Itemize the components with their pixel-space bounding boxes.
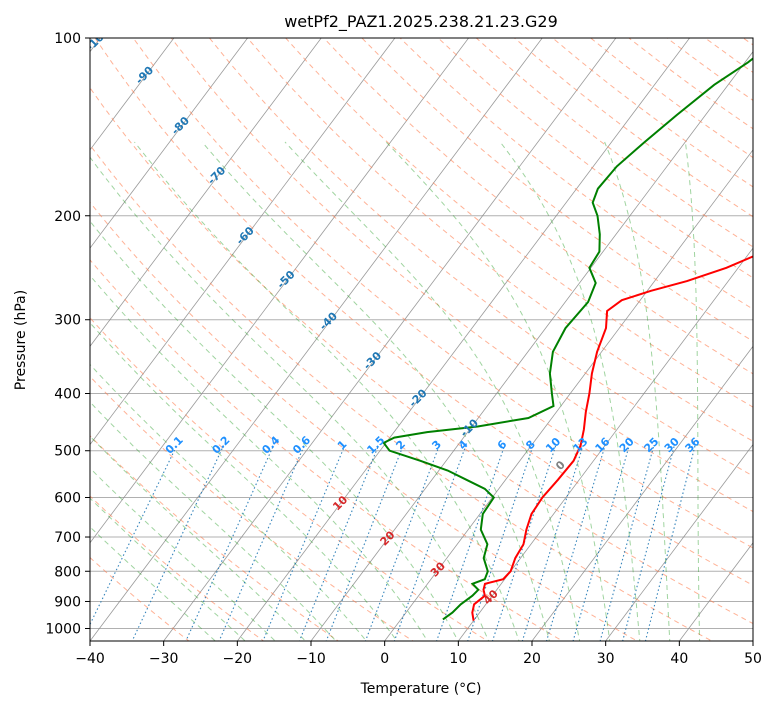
y-axis-title: Pressure (hPa) [13, 290, 29, 390]
mixing-ratio-line [545, 445, 606, 641]
isotherm-line [90, 38, 322, 348]
moist-adiabat-line [684, 141, 701, 641]
mixing-ratio-line [491, 445, 557, 641]
y-tick-label: 300 [54, 313, 81, 329]
isotherm-line [90, 38, 543, 641]
moist-adiabat-line [90, 274, 429, 641]
isotherm-line [310, 51, 753, 641]
dewpoint-line [382, 57, 753, 621]
mixing-ratio-line [325, 445, 404, 641]
moist-adiabat-line [134, 141, 520, 641]
dry-adiabat-line [90, 87, 753, 625]
mixing-ratio-line [467, 445, 534, 641]
x-tick-label: 40 [670, 651, 688, 667]
mixing-ratio-line [262, 445, 346, 641]
isotherm-line [457, 247, 753, 641]
isotherm-line [90, 38, 396, 446]
y-axis: 100 200 300 400 500 600 700 800 900 1000 [45, 31, 90, 637]
moist-adiabat-line [284, 141, 581, 641]
isotherm-line [605, 443, 753, 641]
x-tick-label: −20 [223, 651, 253, 667]
isotherm-line [90, 38, 249, 249]
mixing-ratio-line [393, 445, 467, 641]
y-tick-label: 400 [54, 387, 81, 403]
moist-adiabat-lines [90, 141, 701, 641]
y-tick-label: 800 [54, 564, 81, 580]
isotherm-line [384, 149, 753, 641]
mixing-ratio-line [521, 445, 584, 641]
moist-adiabat-line [90, 322, 398, 641]
y-tick-label: 1000 [45, 621, 81, 637]
isotherm-line [678, 542, 753, 641]
x-axis: −40 −30 −20 −10 0 10 20 30 40 50 [75, 641, 762, 667]
moist-adiabat-line [201, 141, 550, 641]
isotherm-line [531, 345, 753, 641]
y-tick-label: 100 [54, 31, 81, 47]
dry-adiabat-line [90, 144, 713, 641]
mixing-ratio-line [298, 445, 379, 641]
moist-adiabat-line [90, 363, 367, 641]
y-tick-label: 700 [54, 530, 81, 546]
dry-adiabat-lines [90, 38, 753, 641]
isotherm-line [163, 38, 617, 641]
x-tick-label: −10 [296, 651, 326, 667]
x-tick-label: 50 [744, 651, 762, 667]
moist-adiabat-line [499, 141, 641, 641]
y-tick-label: 500 [54, 444, 81, 460]
y-tick-label: 900 [54, 594, 81, 610]
moist-adiabat-line [385, 141, 611, 641]
moist-adiabat-line [604, 141, 671, 641]
mixing-ratio-line [90, 445, 178, 626]
mixing-ratio-line [364, 445, 440, 641]
isotherm-lines [90, 38, 753, 641]
x-tick-label: −40 [75, 651, 105, 667]
plot-area: -100-90-80-70-60-50-40-30-20-100.1 0.2 0.4… [90, 38, 753, 641]
plot-frame [89, 37, 754, 642]
moist-adiabat-line [90, 497, 246, 641]
dry-adiabat-line [323, 38, 753, 375]
dry-adiabat-line [170, 38, 753, 513]
dry-adiabat-line [90, 435, 340, 641]
x-tick-label: 30 [597, 651, 615, 667]
moist-adiabat-line [90, 526, 216, 641]
dry-adiabat-line [94, 38, 753, 586]
isotherm-line [90, 38, 470, 544]
dry-adiabat-line [90, 375, 414, 641]
isotherm-line [90, 38, 175, 151]
x-tick-label: 10 [449, 651, 467, 667]
mixing-ratio-line [218, 445, 305, 641]
moist-adiabat-line [90, 220, 459, 641]
dry-adiabat-line [90, 259, 564, 641]
x-tick-label: 20 [523, 651, 541, 667]
moist-adiabat-line [90, 401, 337, 641]
mixing-ratio-line [185, 445, 274, 641]
dry-adiabat-line [246, 38, 753, 442]
temperature-line [471, 255, 753, 621]
dry-adiabat-line [399, 38, 753, 310]
y-tick-label: 600 [54, 490, 81, 506]
y-tick-label: 200 [54, 209, 81, 225]
chart-title: wetPf2_PAZ1.2025.238.21.23.G29 [284, 12, 558, 32]
pressure-gridlines [90, 38, 753, 629]
x-tick-label: 0 [380, 651, 389, 667]
isotherm-line [236, 38, 691, 641]
x-tick-label: −30 [149, 651, 179, 667]
x-axis-title: Temperature (°C) [360, 681, 482, 697]
moist-adiabat-line [90, 435, 307, 641]
dry-adiabat-line [90, 201, 639, 641]
moist-adiabat-line [90, 156, 490, 641]
